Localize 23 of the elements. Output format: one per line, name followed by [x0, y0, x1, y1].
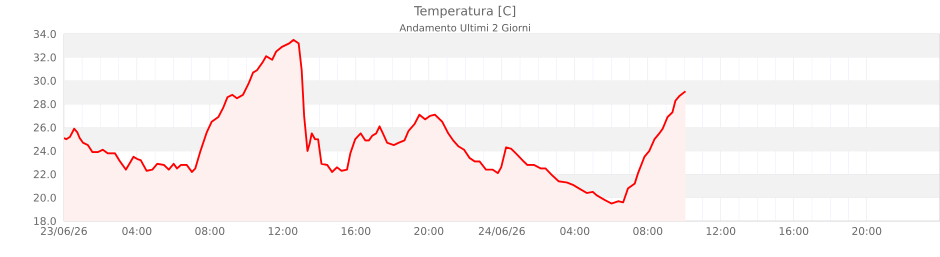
- y-tick-label: 18.0: [34, 216, 56, 225]
- x-tick-label: 24/06/26: [478, 226, 525, 236]
- x-tick-label: 12:00: [268, 226, 298, 235]
- x-tick-label: 12:00: [706, 226, 736, 235]
- x-tick-label: 16:00: [342, 226, 370, 235]
- y-tick-label: 20.0: [34, 194, 56, 202]
- y-tick-label: 30.0: [34, 76, 56, 85]
- y-tick-label: 28.0: [34, 100, 56, 108]
- x-tick-label: 20:00: [414, 226, 444, 235]
- y-tick-label: 34.0: [34, 30, 56, 38]
- x-tick-label: 04:00: [560, 226, 590, 235]
- chart-subtitle: Andamento Ultimi 2 Giorni: [400, 24, 530, 32]
- y-tick-label: 32.0: [34, 53, 56, 62]
- chart-title: Temperatura [C]: [414, 6, 516, 18]
- y-tick-label: 24.0: [34, 146, 56, 155]
- y-tick-label: 22.0: [34, 170, 56, 178]
- x-tick-label: 20:00: [852, 226, 882, 235]
- y-tick-label: 26.0: [34, 123, 56, 132]
- x-tick-label: 04:00: [122, 226, 152, 235]
- x-tick-label: 08:00: [633, 226, 662, 235]
- x-tick-label: 08:00: [195, 226, 224, 235]
- x-tick-label: 23/06/26: [40, 226, 87, 236]
- x-tick-label: 16:00: [780, 226, 808, 235]
